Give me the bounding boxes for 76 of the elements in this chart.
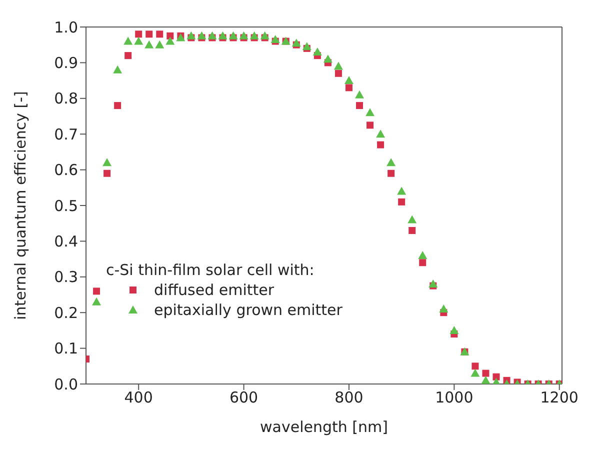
legend-label: epitaxially grown emitter [154, 300, 342, 320]
point [376, 130, 386, 138]
y-tick-label: 0.0 [54, 375, 78, 394]
point [377, 141, 384, 148]
point [472, 362, 479, 370]
point [334, 70, 342, 77]
y-tick-label: 0.9 [54, 54, 78, 72]
point [135, 30, 142, 38]
point [124, 36, 133, 45]
point [134, 36, 144, 45]
point [419, 259, 426, 266]
legend-title: c-Si thin-film solar cell with: [106, 260, 316, 280]
legend-label: diffused emitter [154, 280, 274, 300]
point [356, 102, 364, 110]
point [492, 373, 500, 380]
point [334, 62, 343, 70]
point [386, 158, 396, 166]
point [250, 31, 259, 40]
point [270, 34, 280, 43]
point [388, 170, 395, 177]
point [366, 108, 375, 116]
point [114, 102, 122, 110]
point [228, 31, 238, 40]
point [355, 90, 364, 98]
point [208, 31, 217, 40]
y-tick-label: 1.0 [54, 18, 78, 36]
point [398, 198, 406, 206]
x-axis-title: wavelength [nm] [260, 418, 388, 436]
y-tick-label: 0.4 [54, 232, 78, 251]
y-tick-label: 0.3 [54, 268, 78, 286]
point [302, 42, 312, 50]
y-tick-label: 0.2 [54, 304, 78, 322]
point [260, 31, 270, 40]
point [428, 280, 438, 288]
point [312, 47, 322, 56]
y-tick-label: 0.5 [54, 196, 78, 215]
point [104, 170, 111, 177]
point [482, 370, 490, 377]
point [366, 122, 374, 129]
point [481, 376, 490, 384]
point [345, 84, 352, 92]
point [397, 186, 406, 195]
point [144, 40, 154, 48]
point [166, 32, 174, 40]
point [408, 226, 416, 234]
point [418, 250, 428, 259]
x-tick-label: 1000 [435, 388, 474, 407]
point [323, 54, 332, 63]
point [92, 297, 102, 306]
y-tick-label: 0.8 [54, 90, 78, 108]
point [166, 36, 175, 45]
point [124, 52, 132, 60]
point [450, 326, 459, 334]
point [470, 368, 480, 377]
point [93, 288, 100, 295]
point [218, 31, 228, 40]
point [156, 30, 164, 38]
point [292, 38, 301, 47]
y-axis-title: internal quantum efficiency [-] [11, 91, 30, 320]
y-tick-label: 0.1 [54, 340, 78, 358]
point [439, 304, 448, 313]
point [102, 158, 112, 166]
point [155, 40, 164, 48]
point [197, 31, 206, 40]
point [344, 76, 354, 84]
y-tick-label: 0.7 [54, 125, 78, 144]
x-tick-label: 1200 [540, 388, 578, 407]
y-tick-label: 0.6 [54, 161, 78, 180]
point [146, 30, 153, 38]
point [186, 31, 196, 40]
point [113, 65, 122, 74]
x-tick-label: 400 [124, 388, 153, 407]
point [239, 31, 248, 40]
x-tick-label: 800 [334, 388, 364, 407]
point [408, 215, 417, 224]
x-tick-label: 600 [229, 388, 258, 407]
